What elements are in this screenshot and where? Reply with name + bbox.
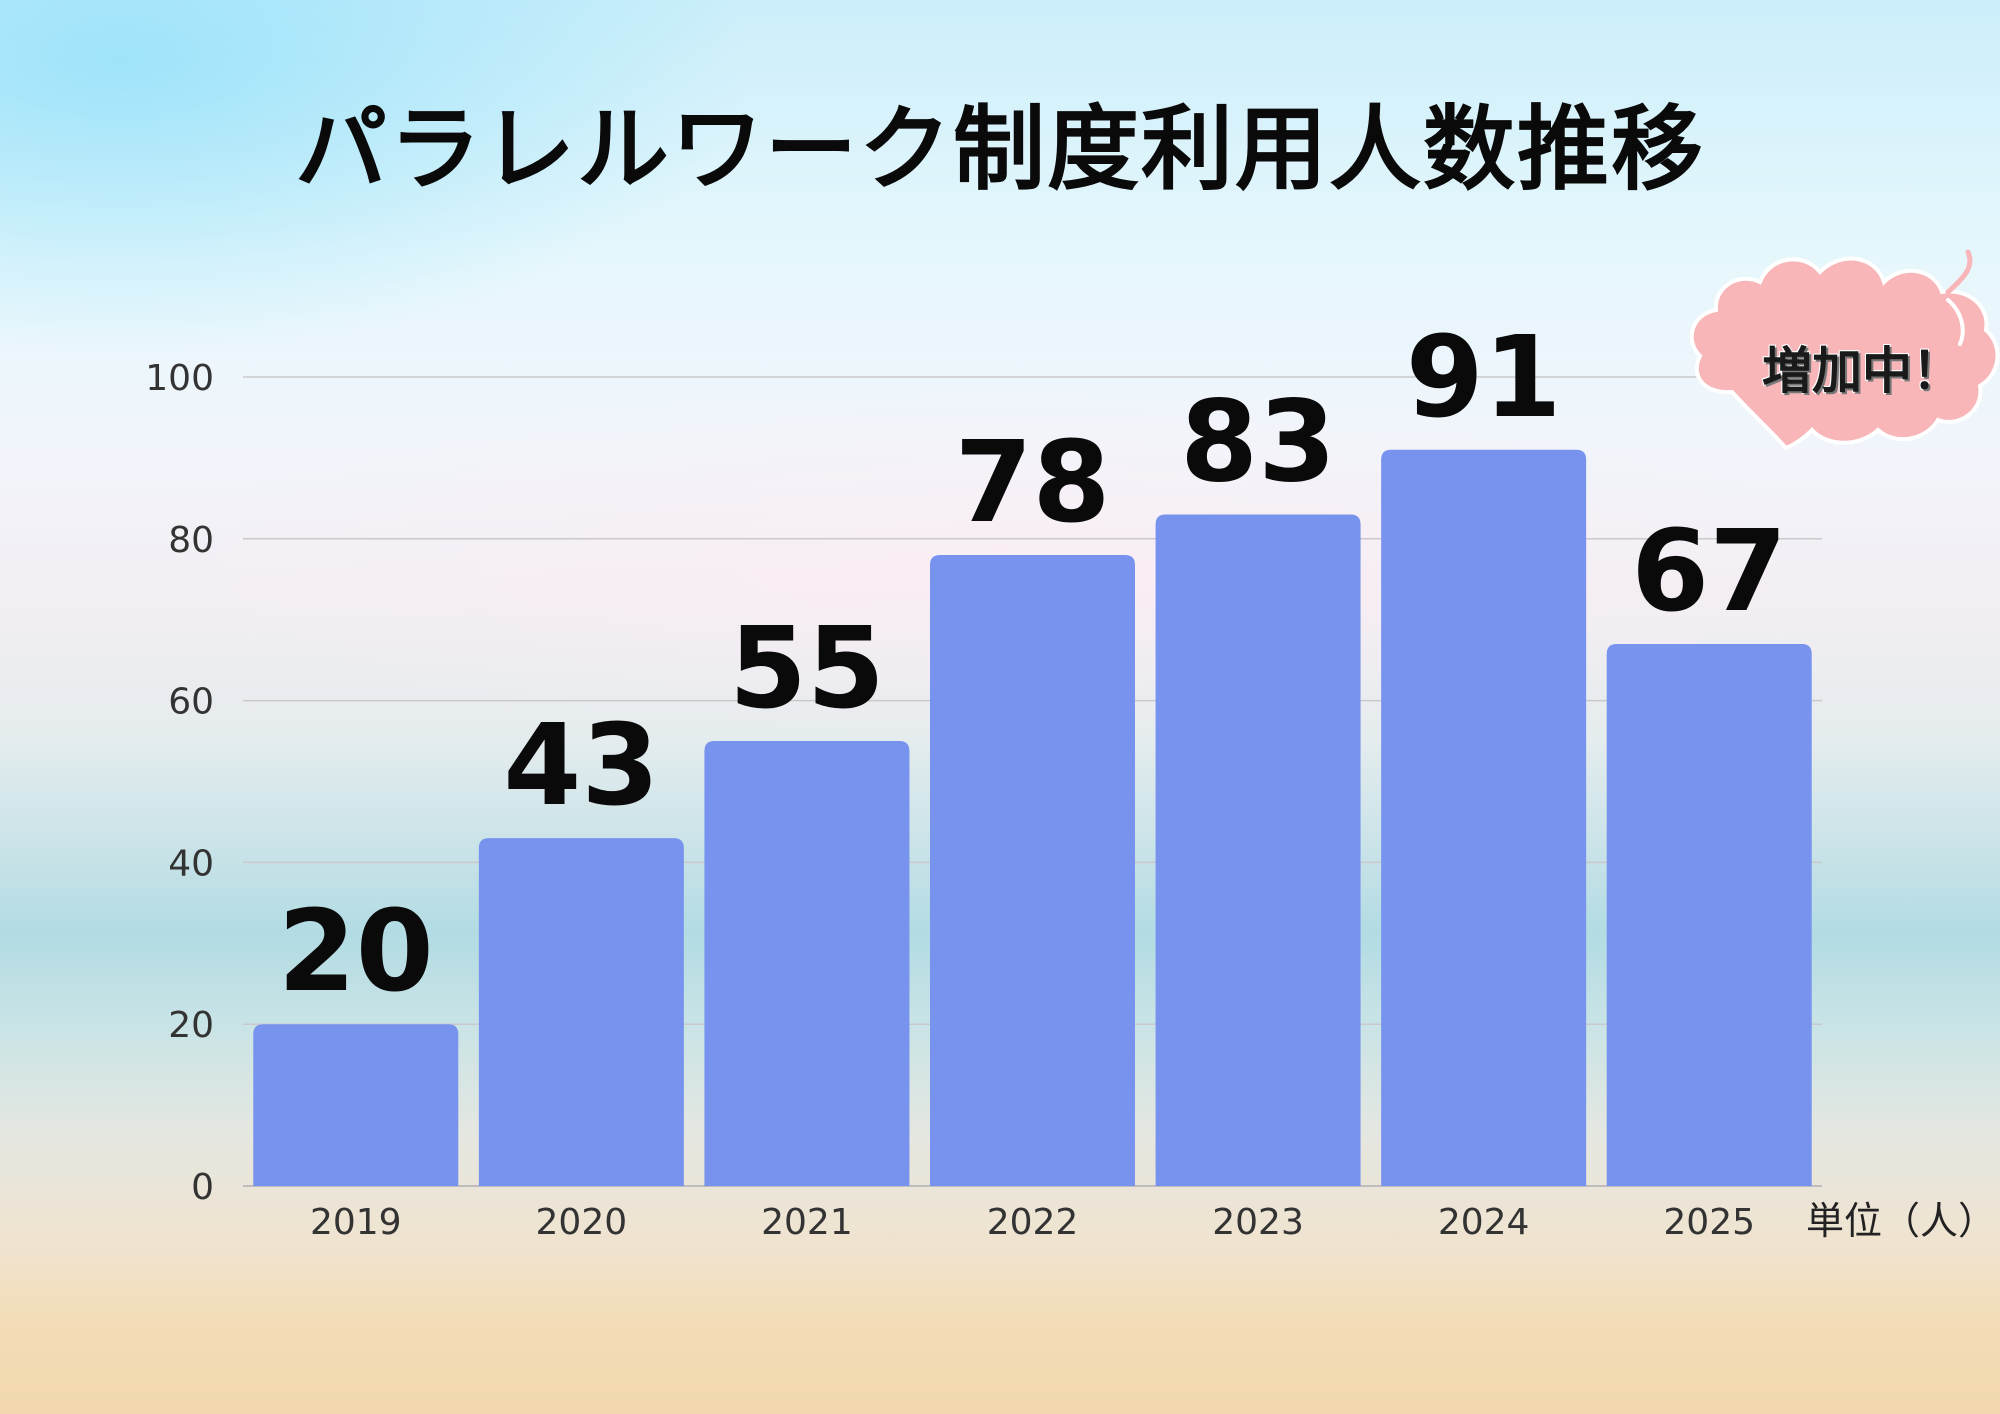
chart-title: パラレルワーク制度利用人数推移 bbox=[294, 96, 1705, 203]
y-tick-label: 0 bbox=[191, 1167, 214, 1208]
x-tick-label: 2025 bbox=[1663, 1202, 1755, 1243]
bar-value-label: 20 bbox=[278, 887, 434, 1017]
bar bbox=[1381, 449, 1587, 1186]
cloud-bubble-accent bbox=[1946, 298, 1965, 346]
y-tick-label: 100 bbox=[145, 358, 214, 399]
bars bbox=[253, 449, 1812, 1186]
bar bbox=[704, 741, 910, 1186]
x-axis-ticks: 2019 2020 2021 2022 2023 2024 2025 bbox=[310, 1202, 1755, 1243]
y-axis-ticks: 0 20 40 60 80 100 bbox=[145, 358, 214, 1208]
bar bbox=[478, 838, 684, 1186]
bar bbox=[253, 1024, 459, 1186]
bar-value-label: 67 bbox=[1631, 507, 1787, 637]
cloud-bubble-accent-2 bbox=[1945, 249, 1973, 295]
bar-value-label: 43 bbox=[503, 701, 659, 831]
bar-value-label: 83 bbox=[1180, 378, 1336, 508]
bar-value-labels: 20 43 55 78 83 91 67 bbox=[278, 313, 1787, 1017]
unit-label: 単位（人） bbox=[1806, 1199, 1997, 1243]
x-tick-label: 2020 bbox=[536, 1202, 628, 1243]
x-tick-label: 2024 bbox=[1438, 1202, 1530, 1243]
bar bbox=[1155, 514, 1361, 1186]
bar bbox=[930, 554, 1135, 1186]
cloud-bubble-shape bbox=[1689, 256, 2000, 451]
x-tick-label: 2021 bbox=[761, 1202, 853, 1243]
x-tick-label: 2022 bbox=[987, 1202, 1079, 1243]
annotation-bubble bbox=[1689, 249, 2000, 451]
y-tick-label: 40 bbox=[168, 843, 214, 884]
y-tick-label: 60 bbox=[168, 682, 214, 723]
x-tick-label: 2019 bbox=[310, 1202, 402, 1243]
annotation-text: 増加中！ bbox=[1762, 342, 1962, 400]
bar-value-label: 55 bbox=[729, 604, 885, 734]
bar-value-label: 78 bbox=[955, 418, 1111, 548]
y-tick-label: 80 bbox=[168, 520, 214, 561]
bar bbox=[1606, 643, 1812, 1186]
bar-value-label: 91 bbox=[1406, 313, 1562, 443]
y-tick-label: 20 bbox=[168, 1005, 214, 1046]
x-tick-label: 2023 bbox=[1212, 1202, 1304, 1243]
